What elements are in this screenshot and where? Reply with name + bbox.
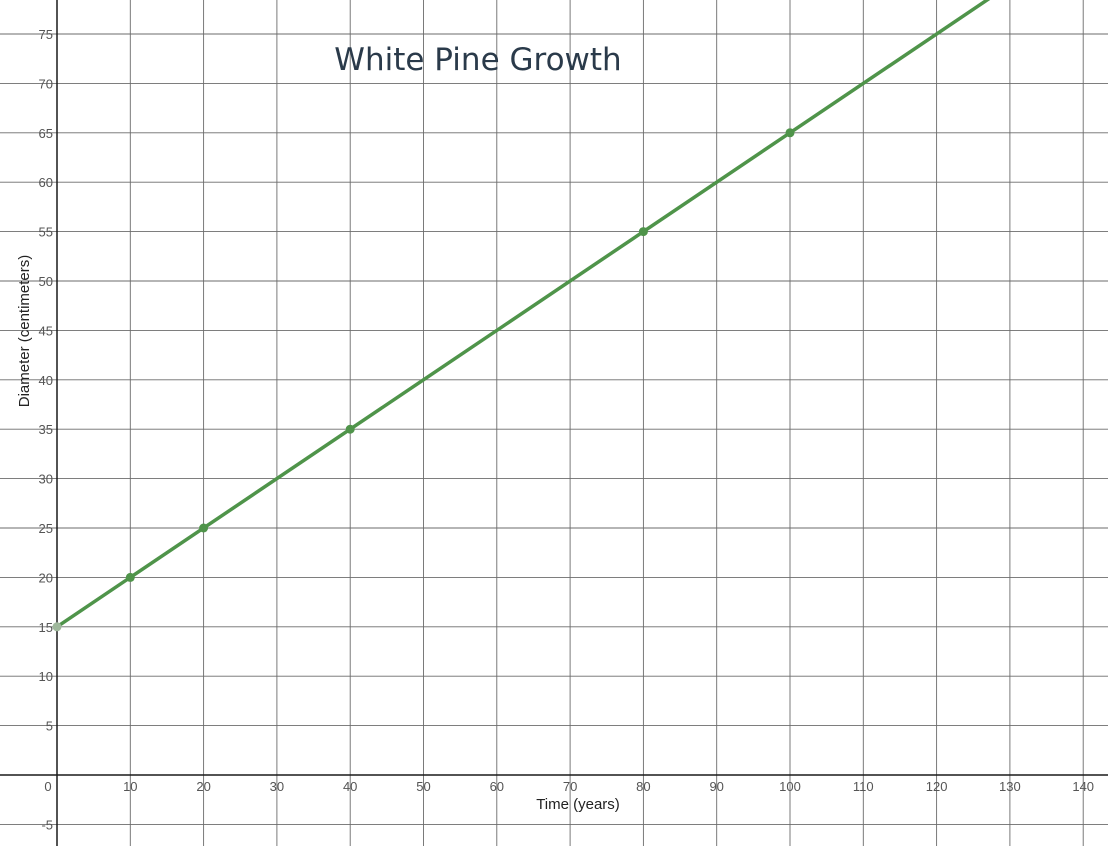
x-tick-label: 90 — [709, 779, 723, 794]
x-axis-title: Time (years) — [536, 796, 620, 813]
y-tick-label: 45 — [39, 323, 53, 338]
y-tick-label: -5 — [41, 817, 53, 832]
x-tick-label: 20 — [196, 779, 210, 794]
x-tick-label: 110 — [853, 779, 874, 794]
y-tick-label: 15 — [39, 620, 53, 635]
x-tick-label: 40 — [343, 779, 357, 794]
y-tick-label: 75 — [39, 27, 53, 42]
x-tick-label: 140 — [1072, 779, 1094, 794]
y-tick-label: 20 — [39, 570, 53, 585]
x-tick-label: 30 — [270, 779, 284, 794]
x-tick-label: 80 — [636, 779, 650, 794]
x-tick-label: 70 — [563, 779, 577, 794]
data-point — [345, 424, 355, 434]
x-tick-label: 0 — [44, 779, 51, 794]
y-tick-label: 40 — [39, 373, 53, 388]
chart-title: White Pine Growth — [334, 42, 621, 78]
data-point — [199, 523, 209, 533]
growth-line — [55, 0, 991, 629]
y-tick-label: 25 — [39, 521, 53, 536]
y-tick-label: 55 — [39, 225, 53, 240]
y-axis-title: Diameter (centimeters) — [16, 255, 33, 408]
y-tick-label: 30 — [39, 472, 53, 487]
x-tick-label: 120 — [926, 779, 948, 794]
series-line — [55, 0, 991, 629]
x-tick-label: 50 — [416, 779, 430, 794]
x-tick-label: 130 — [999, 779, 1021, 794]
y-tick-label: 65 — [39, 126, 53, 141]
y-tick-label: 10 — [39, 669, 53, 684]
tick-labels: 0 10 20 30 40 50 60 70 80 90 100 110 120 130 140 -5 5 10 1… — [39, 27, 1095, 832]
y-tick-label: 60 — [39, 175, 53, 190]
data-point — [638, 227, 648, 237]
y-tick-label: 5 — [46, 719, 53, 734]
x-tick-label: 100 — [779, 779, 801, 794]
y-tick-label: 35 — [39, 422, 53, 437]
data-point — [52, 622, 62, 632]
data-points — [52, 128, 795, 632]
data-point — [125, 572, 135, 582]
x-tick-label: 10 — [123, 779, 137, 794]
y-tick-label: 70 — [39, 76, 53, 91]
data-point — [785, 128, 795, 138]
x-tick-label: 60 — [490, 779, 504, 794]
y-tick-label: 50 — [39, 274, 53, 289]
